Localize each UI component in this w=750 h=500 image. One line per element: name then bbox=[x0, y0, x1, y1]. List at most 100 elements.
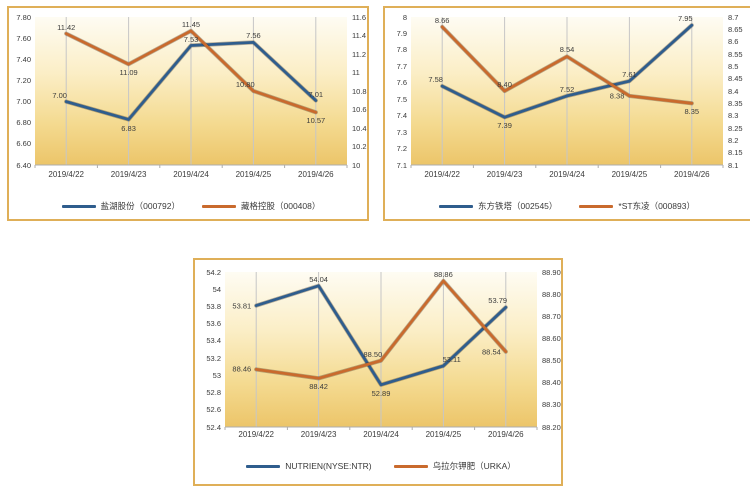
legend-label: 盐湖股份（000792） bbox=[100, 201, 180, 211]
data-point-label: 88.54 bbox=[482, 347, 501, 357]
x-axis-label: 2019/4/26 bbox=[488, 430, 524, 439]
data-point-label: 52.89 bbox=[371, 388, 391, 398]
y-axis-right-tick-label: 88.90 bbox=[542, 267, 561, 277]
series-line bbox=[64, 29, 318, 114]
y-axis-right-tick-label: 88.20 bbox=[542, 422, 561, 432]
data-point-label: 6.83 bbox=[121, 123, 136, 133]
chart-panel-top-left: 7.80 7.60 7.40 7.20 7.00 6.80 6.60 6.40 11.6 11.4… bbox=[7, 6, 369, 221]
legend-label: 东方铁塔（002545） bbox=[478, 201, 558, 211]
y-axis-right-tick-label: 10.8 bbox=[352, 86, 367, 96]
y-axis-right-tick-label: 10.4 bbox=[352, 123, 367, 133]
y-axis-right-tick-label: 11.2 bbox=[352, 49, 367, 59]
x-axis-label: 2019/4/24 bbox=[549, 170, 585, 179]
y-axis-right-tick-label: 8.5 bbox=[728, 61, 739, 71]
y-axis-right-tick-label: 8.25 bbox=[728, 123, 743, 133]
data-point-label: 8.35 bbox=[684, 107, 700, 117]
x-axis-label: 2019/4/25 bbox=[235, 170, 272, 179]
y-axis-right-tick-label: 88.30 bbox=[542, 400, 561, 410]
y-axis-left-tick-label: 6.80 bbox=[16, 118, 31, 128]
data-point-label: 8.66 bbox=[434, 15, 450, 25]
x-axis-label: 2019/4/22 bbox=[48, 170, 84, 179]
y-axis-right-tick-label: 88.50 bbox=[542, 356, 561, 366]
legend: 盐湖股份（000792） 藏格控股（000408） bbox=[9, 200, 373, 212]
y-axis-left-tick-label: 8 bbox=[402, 12, 407, 22]
y-axis-right-tick-label: 8.45 bbox=[728, 74, 743, 84]
y-axis-right-tick-label: 8.6 bbox=[728, 37, 739, 47]
x-axis-label: 2019/4/24 bbox=[363, 430, 399, 439]
y-axis-left-tick-label: 7.8 bbox=[396, 45, 407, 55]
chart-panel-bottom: 54.2 54 53.8 53.6 53.4 53.2 53 52.8 52.6 52.4 88.9… bbox=[193, 258, 563, 486]
series-line bbox=[440, 23, 694, 119]
y-axis-left-tick-label: 52.8 bbox=[206, 388, 221, 398]
y-axis-left-tick-label: 7.80 bbox=[16, 12, 31, 22]
x-axis-label: 2019/4/26 bbox=[298, 170, 334, 179]
y-axis-right-tick-label: 8.65 bbox=[728, 24, 743, 34]
data-point-label: 88.86 bbox=[434, 269, 453, 279]
data-point-label: 88.46 bbox=[232, 364, 252, 374]
data-point-label: 10.80 bbox=[235, 80, 255, 89]
y-axis-left-tick-label: 7.9 bbox=[396, 28, 407, 38]
x-axis-label: 2019/4/25 bbox=[425, 430, 462, 439]
y-axis-right-tick-label: 10.6 bbox=[352, 105, 367, 114]
y-axis-right-tick-label: 8.15 bbox=[728, 148, 743, 158]
x-axis-label: 2019/4/24 bbox=[173, 170, 209, 179]
y-axis-left-tick-label: 7.5 bbox=[396, 94, 407, 104]
legend-line-swatch bbox=[439, 204, 474, 208]
legend-line-swatch bbox=[579, 204, 614, 208]
y-axis-left-tick-label: 7.7 bbox=[396, 61, 407, 71]
legend-line-swatch bbox=[61, 204, 96, 208]
y-axis-left-tick-label: 53.8 bbox=[206, 301, 221, 311]
x-axis-label: 2019/4/22 bbox=[424, 170, 460, 179]
data-point-label: 7.39 bbox=[497, 121, 512, 131]
y-axis-left-tick-label: 7.60 bbox=[16, 33, 31, 43]
y-axis-right-tick-label: 11.4 bbox=[352, 31, 367, 40]
data-point-label: 10.57 bbox=[306, 116, 326, 126]
legend-item: 东方铁塔（002545） bbox=[439, 200, 557, 212]
plot-svg bbox=[410, 17, 724, 168]
y-axis-left-tick-label: 7.2 bbox=[396, 144, 407, 154]
y-axis-left-tick-label: 7.20 bbox=[16, 75, 31, 85]
y-axis-right-tick-label: 8.2 bbox=[728, 135, 739, 145]
y-axis-left-tick-label: 7.4 bbox=[396, 111, 407, 121]
data-point-label: 7.56 bbox=[246, 31, 261, 41]
y-axis-left-tick-label: 53.6 bbox=[206, 319, 221, 329]
x-axis-label: 2019/4/26 bbox=[674, 170, 710, 179]
data-point-label: 8.54 bbox=[559, 45, 575, 55]
series-line bbox=[254, 279, 508, 380]
y-axis-right-tick-label: 8.35 bbox=[728, 98, 743, 108]
y-axis-left-tick-label: 54 bbox=[212, 284, 221, 294]
legend-label: 乌拉尔钾肥（URKA） bbox=[432, 461, 516, 471]
data-point-label: 7.53 bbox=[183, 34, 199, 44]
series-line bbox=[254, 284, 508, 387]
legend-item: 乌拉尔钾肥（URKA） bbox=[393, 460, 516, 472]
data-point-label: 11.42 bbox=[57, 22, 76, 32]
data-point-label: 7.61 bbox=[622, 70, 637, 80]
y-axis-left-tick-label: 7.6 bbox=[396, 78, 407, 88]
plot-svg bbox=[224, 272, 538, 430]
legend: 东方铁塔（002545） *ST东凌（000893） bbox=[385, 200, 749, 212]
data-point-label: 53.79 bbox=[488, 296, 508, 306]
x-axis-label: 2019/4/23 bbox=[300, 430, 337, 439]
legend-line-swatch bbox=[202, 204, 236, 208]
y-axis-right-tick-label: 11.6 bbox=[352, 12, 367, 22]
legend-label: 藏格控股（000408） bbox=[241, 201, 321, 211]
data-point-label: 8.38 bbox=[609, 91, 625, 101]
legend: NUTRIEN(NYSE:NTR) 乌拉尔钾肥（URKA） bbox=[195, 460, 567, 472]
legend-label: *ST东凌（000893） bbox=[618, 201, 695, 211]
plot-svg bbox=[34, 17, 348, 168]
y-axis-right-tick-label: 88.60 bbox=[542, 333, 561, 343]
y-axis-right-tick-label: 8.4 bbox=[728, 86, 739, 96]
y-axis-left-tick-label: 53 bbox=[212, 370, 221, 380]
y-axis-right-tick-label: 88.70 bbox=[542, 311, 561, 321]
y-axis-left-tick-label: 52.6 bbox=[206, 405, 221, 415]
data-point-label: 88.50 bbox=[363, 349, 383, 359]
data-point-label: 7.01 bbox=[308, 89, 324, 99]
data-point-label: 53.81 bbox=[232, 301, 252, 311]
y-axis-right-tick-label: 8.1 bbox=[728, 160, 739, 170]
legend-line-swatch bbox=[393, 464, 428, 468]
y-axis-right-tick-label: 8.3 bbox=[728, 111, 739, 121]
y-axis-left-tick-label: 7.40 bbox=[16, 54, 31, 64]
y-axis-left-tick-label: 52.4 bbox=[206, 422, 221, 432]
y-axis-right-tick-label: 88.40 bbox=[542, 378, 561, 388]
